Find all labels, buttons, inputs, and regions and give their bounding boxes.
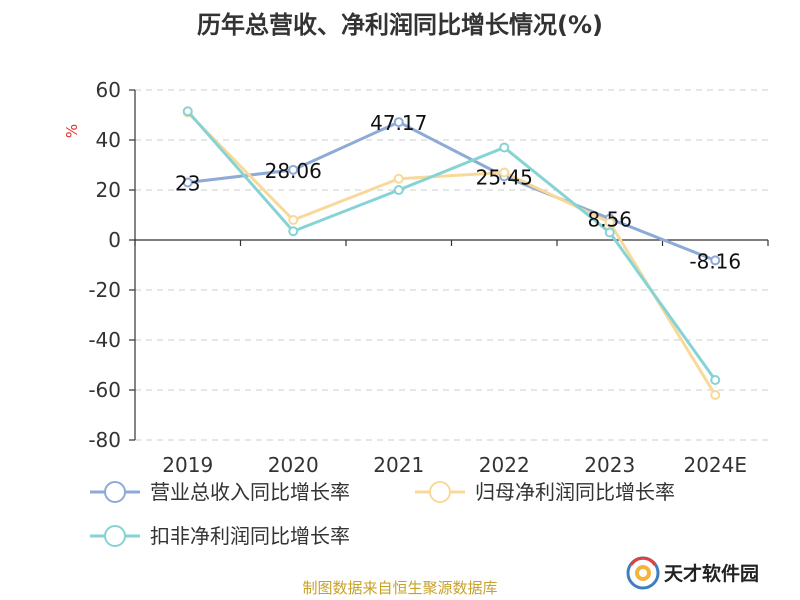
legend-label: 扣非净利润同比增长率: [150, 524, 350, 548]
data-point: [393, 173, 404, 184]
legend-label: 营业总收入同比增长率: [150, 480, 350, 504]
series-lines: [182, 106, 721, 400]
data-point: [288, 215, 299, 225]
y-tick-label: 20: [96, 178, 121, 202]
data-point: [604, 227, 615, 238]
legend-item: 归母净利润同比增长率: [415, 480, 675, 504]
data-point: [393, 185, 404, 195]
data-point: [604, 217, 615, 228]
legend-item: 扣非净利润同比增长率: [90, 524, 350, 548]
chart-title: 历年总营收、净利润同比增长情况(%): [197, 11, 603, 39]
y-tick-label: -80: [88, 428, 121, 452]
data-point: [499, 167, 510, 178]
data-point: [182, 106, 193, 117]
y-axis-label: %: [63, 124, 81, 138]
legend-label: 归母净利润同比增长率: [475, 480, 675, 504]
y-tick-label: -20: [88, 278, 121, 302]
series-line: [186, 110, 717, 381]
tiancai-logo-icon: 天才软件园: [626, 556, 759, 590]
x-tick-label: 2024E: [683, 453, 747, 477]
x-tick-label: 2022: [479, 453, 530, 477]
data-label: 25.45: [476, 165, 533, 189]
x-tick-label: 2020: [268, 453, 319, 477]
logo-text: 天才软件园: [664, 562, 759, 585]
data-label: 47.17: [370, 111, 427, 135]
data-point: [710, 255, 721, 266]
x-tick-label: 2023: [584, 453, 635, 477]
data-point: [499, 142, 510, 153]
axes: 60 40 20 0 -20 -40 -60 -80 2019 2020 2021 2022 2023 2…: [88, 78, 769, 477]
data-point: [393, 117, 404, 128]
data-label: 8.56: [587, 208, 632, 232]
legend-item: 营业总收入同比增长率: [90, 480, 350, 504]
grid: [135, 89, 768, 441]
data-label: 28.06: [265, 159, 322, 183]
x-tick-label: 2019: [162, 453, 213, 477]
series-line: [187, 120, 716, 262]
y-tick-label: 60: [96, 78, 121, 102]
y-tick-label: -40: [88, 328, 121, 352]
data-point: [710, 390, 721, 400]
data-point: [288, 226, 299, 237]
data-point: [710, 375, 721, 385]
data-labels: 23 28.06 47.17 25.45 8.56 -8.16: [175, 111, 741, 273]
series-line: [186, 111, 717, 396]
legend-marker: [104, 525, 126, 547]
x-tick-label: 2021: [373, 453, 424, 477]
legend-marker: [429, 481, 451, 503]
y-tick-label: 40: [96, 128, 121, 152]
source-note: 制图数据来自恒生聚源数据库: [302, 579, 497, 597]
legend-marker: [104, 481, 126, 503]
data-label: 23: [175, 172, 200, 196]
data-point: [288, 164, 299, 175]
data-label: -8.16: [689, 249, 741, 273]
y-tick-label: -60: [88, 378, 121, 402]
y-tick-label: 0: [108, 228, 121, 252]
data-point: [182, 177, 193, 188]
